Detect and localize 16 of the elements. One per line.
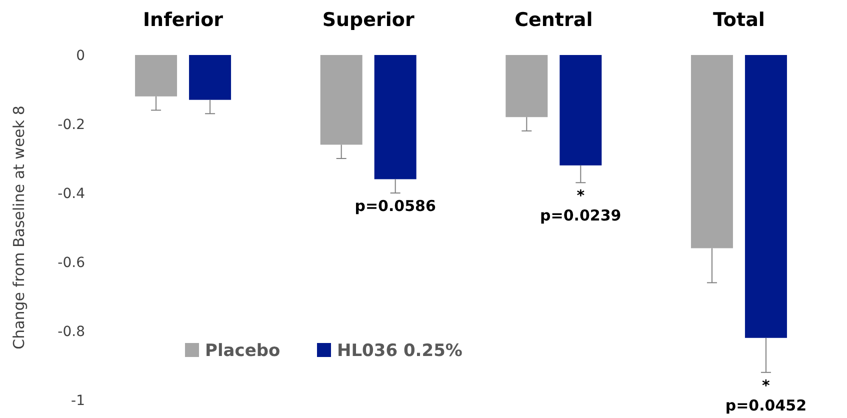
legend-label: HL036 0.25% — [337, 340, 462, 361]
x-tick-label: Inferior — [142, 9, 224, 31]
annotation: p=0.0586 — [354, 197, 436, 215]
y-tick-label: -0.8 — [58, 324, 85, 340]
y-tick-label: -0.4 — [58, 186, 86, 202]
annotation: * p=0.0239 — [540, 186, 622, 225]
legend-label: Placebo — [205, 340, 280, 361]
y-axis-title: Change from Baseline at week 8 — [10, 106, 28, 350]
x-tick-label: Superior — [322, 9, 415, 31]
y-tick-label: -0.2 — [58, 116, 85, 133]
y-tick-label: -1 — [71, 392, 85, 409]
y-tick-label: -0.6 — [58, 254, 86, 271]
y-tick-label: 0 — [76, 48, 85, 64]
x-tick-label: Total — [713, 9, 765, 31]
annotation: * p=0.0452 — [725, 376, 807, 414]
x-tick-label: Central — [514, 9, 593, 31]
